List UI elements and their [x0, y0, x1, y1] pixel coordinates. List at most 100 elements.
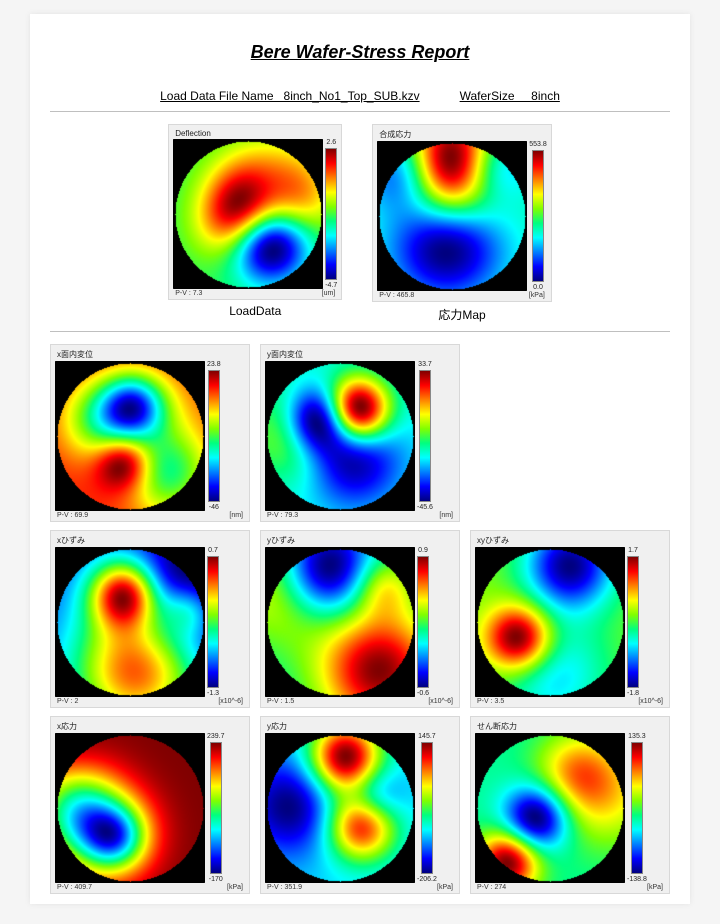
colorbar: [419, 370, 431, 502]
report-page: Bere Wafer-Stress Report Load Data File …: [30, 14, 690, 904]
colorbar-column: 239.7 -170: [207, 733, 225, 883]
panel-footer: P-V : 465.8 [kPa]: [377, 291, 547, 299]
heatmap-panel: x応力239.7 -170 P-V : 409.7 [kPa]: [50, 716, 250, 894]
colorbar-column: 553.80.0: [529, 141, 547, 291]
unit-label: [x10^-6]: [218, 698, 243, 705]
pv-value: P-V : 3.5: [477, 698, 504, 705]
colorbar-min: -4.7: [325, 282, 337, 289]
panel-footer: P-V : 1.5 [x10^-6]: [265, 697, 455, 705]
top-cell: Deflection2.6 -4.7 P-V : 7.3 [um] LoadData: [168, 124, 342, 323]
colorbar-column: 135.3 -138.8: [627, 733, 647, 883]
wafer-size-label: WaferSize 8inch: [460, 89, 560, 103]
pv-value: P-V : 79.3: [267, 512, 298, 519]
colorbar-max: 23.8: [207, 361, 221, 368]
heatmap-panel: xひずみ0.7-1.3 P-V : 2 [x10^-6]: [50, 530, 250, 708]
panel-footer: P-V : 351.9[kPa]: [265, 883, 455, 891]
unit-label: [kPa]: [647, 884, 663, 891]
panel-title: yひずみ: [265, 533, 455, 547]
pv-value: P-V : 351.9: [267, 884, 302, 891]
wafer-heatmap: [475, 733, 625, 883]
top-panels: Deflection2.6 -4.7 P-V : 7.3 [um] LoadData 合成…: [50, 124, 670, 323]
wafer-heatmap: [377, 141, 527, 291]
panel-body: 2.6 -4.7: [173, 139, 337, 289]
panel-footer: P-V : 274 [kPa]: [475, 883, 665, 891]
report-title: Bere Wafer-Stress Report: [50, 42, 670, 63]
colorbar: [532, 150, 544, 282]
heatmap-panel: せん断応力135.3 -138.8 P-V : 274 [kPa]: [470, 716, 670, 894]
panel-footer: P-V : 79.3 [nm]: [265, 511, 455, 519]
panel-body: 33.7-45.6: [265, 361, 455, 511]
wafer-heatmap: [265, 733, 415, 883]
colorbar: [207, 556, 219, 688]
colorbar-min: -170: [209, 876, 223, 883]
heatmap-panel: yひずみ0.9 -0.6 P-V : 1.5 [x10^-6]: [260, 530, 460, 708]
panel-title: y応力: [265, 719, 455, 733]
unit-label: [nm]: [439, 512, 453, 519]
heatmap-panel: y面内変位33.7-45.6 P-V : 79.3 [nm]: [260, 344, 460, 522]
pv-value: P-V : 7.3: [175, 290, 202, 297]
panel-body: 1.7 -1.8: [475, 547, 665, 697]
colorbar: [627, 556, 639, 688]
wafer-heatmap: [55, 361, 205, 511]
colorbar-min: -45.6: [417, 504, 433, 511]
panel-title: Deflection: [173, 127, 337, 139]
colorbar-min: -138.8: [627, 876, 647, 883]
panel-title: y面内変位: [265, 347, 455, 361]
colorbar-min: -1.8: [627, 690, 639, 697]
colorbar-max: 0.7: [208, 547, 218, 554]
colorbar: [210, 742, 222, 874]
colorbar-column: 0.7-1.3: [207, 547, 219, 697]
colorbar-max: 1.7: [628, 547, 638, 554]
colorbar-column: 0.9 -0.6: [417, 547, 429, 697]
colorbar: [417, 556, 429, 688]
panel-title: 合成応力: [377, 127, 547, 141]
wafer-heatmap: [265, 547, 415, 697]
pv-value: P-V : 465.8: [379, 292, 414, 299]
panel-footer: P-V : 409.7 [kPa]: [55, 883, 245, 891]
grid-panels: x面内変位23.8-46P-V : 69.9[nm]y面内変位33.7-45.6…: [50, 344, 670, 894]
unit-label: [x10^-6]: [428, 698, 453, 705]
panel-title: x面内変位: [55, 347, 245, 361]
pv-value: P-V : 1.5: [267, 698, 294, 705]
unit-label: [kPa]: [227, 884, 243, 891]
pv-value: P-V : 69.9: [57, 512, 88, 519]
colorbar-column: 23.8 -46: [207, 361, 221, 511]
meta-row: Load Data File Name 8inch_No1_Top_SUB.kz…: [50, 89, 670, 103]
heatmap-panel: x面内変位23.8 -46 P-V : 69.9 [nm]: [50, 344, 250, 522]
colorbar-min: -46: [209, 504, 219, 511]
wafer-heatmap: [475, 547, 625, 697]
unit-label: [kPa]: [529, 292, 545, 299]
panel-title: xひずみ: [55, 533, 245, 547]
file-name-label: Load Data File Name 8inch_No1_Top_SUB.kz…: [160, 89, 419, 103]
top-cell: 合成応力553.80.0P-V : 465.8[kPa]応力Map: [372, 124, 552, 323]
wafer-heatmap: [173, 139, 323, 289]
colorbar-max: 239.7: [207, 733, 225, 740]
colorbar-max: 2.6: [326, 139, 336, 146]
panel-body: 23.8 -46: [55, 361, 245, 511]
colorbar-min: -0.6: [417, 690, 429, 697]
colorbar-column: 1.7 -1.8: [627, 547, 639, 697]
colorbar-max: 135.3: [628, 733, 646, 740]
panel-footer: P-V : 2 [x10^-6]: [55, 697, 245, 705]
panel-body: 135.3 -138.8: [475, 733, 665, 883]
colorbar: [421, 742, 433, 874]
pv-value: P-V : 409.7: [57, 884, 92, 891]
wafer-heatmap: [265, 361, 415, 511]
panel-title: x応力: [55, 719, 245, 733]
colorbar-max: 145.7: [418, 733, 436, 740]
panel-body: 0.7-1.3: [55, 547, 245, 697]
panel-body: 145.7-206.2: [265, 733, 455, 883]
wafer-heatmap: [55, 547, 205, 697]
panel-caption: LoadData: [168, 304, 342, 318]
colorbar-max: 0.9: [418, 547, 428, 554]
colorbar-column: 33.7-45.6: [417, 361, 433, 511]
panel-title: せん断応力: [475, 719, 665, 733]
pv-value: P-V : 2: [57, 698, 78, 705]
unit-label: [nm]: [229, 512, 243, 519]
unit-label: [um]: [322, 290, 336, 297]
panel-body: 239.7 -170: [55, 733, 245, 883]
panel-footer: P-V : 69.9 [nm]: [55, 511, 245, 519]
pv-value: P-V : 274: [477, 884, 506, 891]
heatmap-panel: Deflection2.6 -4.7 P-V : 7.3 [um]: [168, 124, 342, 300]
panel-title: xyひずみ: [475, 533, 665, 547]
